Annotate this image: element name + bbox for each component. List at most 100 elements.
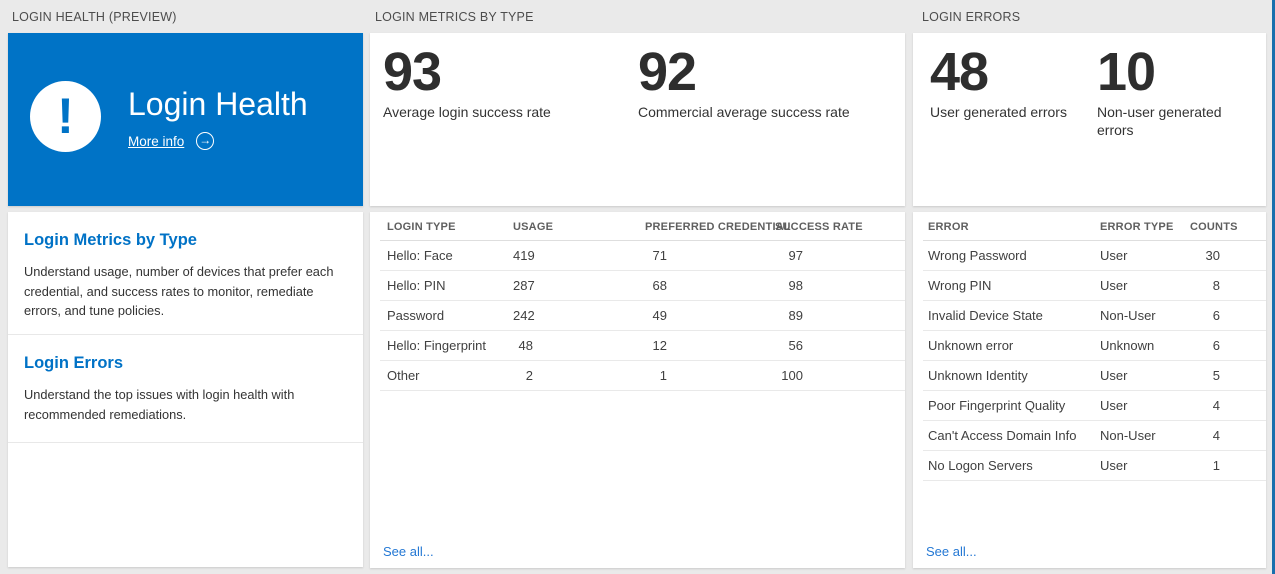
table-cell: Poor Fingerprint Quality	[928, 398, 1066, 413]
column-header: ERROR TYPE	[1100, 221, 1174, 233]
login-metrics-table: LOGIN TYPE USAGE PREFERRED CREDENTIAL SUCCE…	[380, 214, 905, 391]
more-info-row: More info →	[128, 132, 308, 150]
table-row[interactable]: Hello: Fingerprint 48 12 56	[380, 331, 905, 361]
table-row[interactable]: Hello: PIN 287 68 98	[380, 271, 905, 301]
table-cell: Password	[387, 308, 445, 323]
column-header: LOGIN TYPE	[387, 221, 456, 233]
table-cell: 5	[1212, 368, 1220, 383]
table-cell: 1	[1212, 458, 1220, 473]
table-cell: 98	[788, 278, 803, 293]
table-row[interactable]: Invalid Device State Non-User 6	[923, 301, 1266, 331]
table-cell: Wrong PIN	[928, 278, 992, 293]
stat-label: Non-user generated errors	[1097, 104, 1222, 138]
table-cell: No Logon Servers	[928, 458, 1033, 473]
table-cell: User	[1100, 368, 1128, 383]
exclamation-icon: !	[30, 81, 101, 152]
table-cell: 6	[1212, 338, 1220, 353]
tile-text: Login Health More info →	[128, 86, 308, 150]
stat-label: Commercial average success rate	[638, 104, 850, 120]
more-info-link[interactable]: More info	[128, 133, 185, 149]
table-cell: Unknown	[1100, 338, 1155, 353]
table-row[interactable]: Hello: Face 419 71 97	[380, 241, 905, 271]
login-errors-table: ERROR ERROR TYPE COUNTS Wrong Password User 3…	[923, 214, 1266, 481]
table-cell: User	[1100, 248, 1128, 263]
table-row[interactable]: Can't Access Domain Info Non-User 4	[923, 421, 1266, 451]
table-row[interactable]: Wrong Password User 30	[923, 241, 1266, 271]
table-cell: 97	[788, 248, 803, 263]
table-cell: 100	[781, 368, 803, 383]
stat-value: 48	[930, 42, 989, 102]
table-cell: 4	[1212, 428, 1220, 443]
tile-title: Login Health	[128, 86, 308, 122]
login-metrics-stats-card: 93 Average login success rate 92 Commerc…	[370, 33, 905, 206]
stat-label: User generated errors	[930, 104, 1067, 120]
table-cell: 71	[652, 248, 667, 263]
blade-edge-strip	[1272, 0, 1275, 574]
table-cell: 4	[1212, 398, 1220, 413]
see-all-link-metrics[interactable]: See all...	[383, 544, 434, 559]
menu-item-login-errors[interactable]: Login Errors Understand the top issues w…	[8, 335, 363, 443]
column-header: PREFERRED CREDENTIAL	[645, 221, 791, 233]
table-header-row: ERROR ERROR TYPE COUNTS	[923, 214, 1266, 241]
table-cell: 287	[513, 278, 535, 293]
column-header: USAGE	[513, 221, 554, 233]
stat-value: 92	[638, 42, 697, 102]
table-row[interactable]: Unknown Identity User 5	[923, 361, 1266, 391]
login-health-menu-card: Login Metrics by Type Understand usage, …	[8, 212, 363, 567]
stat-label: Average login success rate	[383, 104, 551, 120]
stat-commercial-success-rate: 92 Commercial average success rate	[638, 45, 850, 121]
table-row[interactable]: Other 2 1 100	[380, 361, 905, 391]
column-header: ERROR	[928, 221, 969, 233]
table-cell: 242	[513, 308, 535, 323]
table-cell: 48	[518, 338, 533, 353]
table-cell: Unknown Identity	[928, 368, 1028, 383]
table-cell: 56	[788, 338, 803, 353]
login-health-tile[interactable]: ! Login Health More info →	[8, 33, 363, 206]
stat-value: 10	[1097, 42, 1156, 102]
table-cell: 30	[1205, 248, 1220, 263]
table-cell: User	[1100, 278, 1128, 293]
table-cell: Other	[387, 368, 420, 383]
section-header-login-health: LOGIN HEALTH (PREVIEW)	[12, 10, 177, 24]
table-cell: Hello: PIN	[387, 278, 446, 293]
table-row[interactable]: Password 242 49 89	[380, 301, 905, 331]
stat-value: 93	[383, 42, 442, 102]
section-header-login-errors: LOGIN ERRORS	[922, 10, 1021, 24]
menu-item-title: Login Errors	[24, 354, 124, 372]
login-errors-stats-card: 48 User generated errors 10 Non-user gen…	[913, 33, 1266, 206]
table-cell: Can't Access Domain Info	[928, 428, 1077, 443]
table-cell: Hello: Face	[387, 248, 453, 263]
menu-item-description: Understand usage, number of devices that…	[24, 264, 334, 318]
menu-item-description: Understand the top issues with login hea…	[24, 387, 295, 422]
table-header-row: LOGIN TYPE USAGE PREFERRED CREDENTIAL SUCCE…	[380, 214, 905, 241]
arrow-right-circle-icon[interactable]: →	[196, 132, 215, 150]
table-cell: 12	[652, 338, 667, 353]
table-cell: 2	[525, 368, 533, 383]
column-header: SUCCESS RATE	[775, 221, 863, 233]
see-all-link-errors[interactable]: See all...	[926, 544, 977, 559]
table-cell: 419	[513, 248, 535, 263]
table-row[interactable]: Unknown error Unknown 6	[923, 331, 1266, 361]
table-cell: 68	[652, 278, 667, 293]
table-cell: 1	[659, 368, 667, 383]
table-cell: Non-User	[1100, 428, 1156, 443]
table-cell: Wrong Password	[928, 248, 1027, 263]
table-cell: 49	[652, 308, 667, 323]
stat-user-errors: 48 User generated errors	[930, 45, 1067, 121]
table-row[interactable]: Wrong PIN User 8	[923, 271, 1266, 301]
table-cell: 8	[1212, 278, 1220, 293]
menu-item-login-metrics[interactable]: Login Metrics by Type Understand usage, …	[8, 212, 363, 335]
table-cell: 6	[1212, 308, 1220, 323]
table-cell: Non-User	[1100, 308, 1156, 323]
stat-non-user-errors: 10 Non-user generated errors	[1097, 45, 1237, 139]
column-header: COUNTS	[1190, 221, 1238, 233]
table-cell: Hello: Fingerprint	[387, 338, 486, 353]
stat-average-success-rate: 93 Average login success rate	[383, 45, 551, 121]
table-row[interactable]: No Logon Servers User 1	[923, 451, 1266, 481]
table-cell: Invalid Device State	[928, 308, 1043, 323]
table-cell: User	[1100, 398, 1128, 413]
login-errors-table-card: ERROR ERROR TYPE COUNTS Wrong Password User 3…	[913, 212, 1266, 568]
table-cell: Unknown error	[928, 338, 1014, 353]
table-row[interactable]: Poor Fingerprint Quality User 4	[923, 391, 1266, 421]
menu-item-title: Login Metrics by Type	[24, 231, 197, 249]
